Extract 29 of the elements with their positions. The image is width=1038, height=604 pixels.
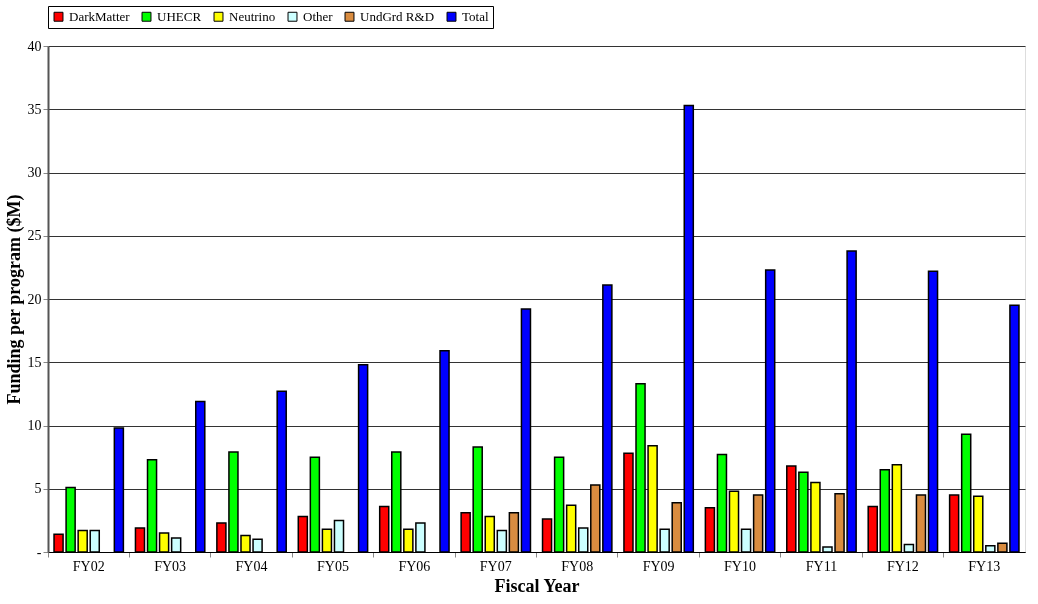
x-tick-label: FY06 [398, 558, 431, 574]
x-axis-title: Fiscal Year [494, 575, 580, 596]
x-tick-label: FY08 [561, 558, 594, 574]
x-tick-label: FY05 [317, 558, 349, 574]
y-tick-label: 40 [27, 38, 42, 54]
legend-label: UHECR [157, 8, 202, 24]
y-tick-label: 35 [27, 101, 42, 117]
y-tick-label: 20 [27, 291, 42, 307]
legend-label: Other [303, 8, 334, 24]
x-tick-label: FY12 [886, 558, 919, 574]
y-tick-label: - [36, 544, 42, 560]
x-tick-label: FY04 [235, 558, 268, 574]
legend-label: Total [462, 8, 489, 24]
legend-label: DarkMatter [69, 8, 131, 24]
x-tick-label: FY10 [724, 558, 756, 574]
x-tick-label: FY13 [968, 558, 1001, 574]
y-tick-label: 30 [27, 165, 42, 180]
x-tick-label: FY03 [154, 558, 187, 574]
x-tick-label: FY11 [805, 558, 838, 574]
x-tick-label: FY02 [72, 558, 105, 574]
legend-label: Neutrino [229, 8, 276, 24]
y-axis-title: Funding per program ($M) [3, 194, 25, 405]
y-tick-label: 5 [34, 481, 42, 497]
legend-label: UndGrd R&D [360, 8, 435, 24]
y-tick-label: 15 [27, 354, 42, 370]
x-tick-label: FY09 [642, 558, 675, 574]
x-tick-label: FY07 [479, 558, 512, 574]
y-tick-label: 10 [27, 418, 42, 433]
y-tick-label: 25 [27, 228, 42, 244]
